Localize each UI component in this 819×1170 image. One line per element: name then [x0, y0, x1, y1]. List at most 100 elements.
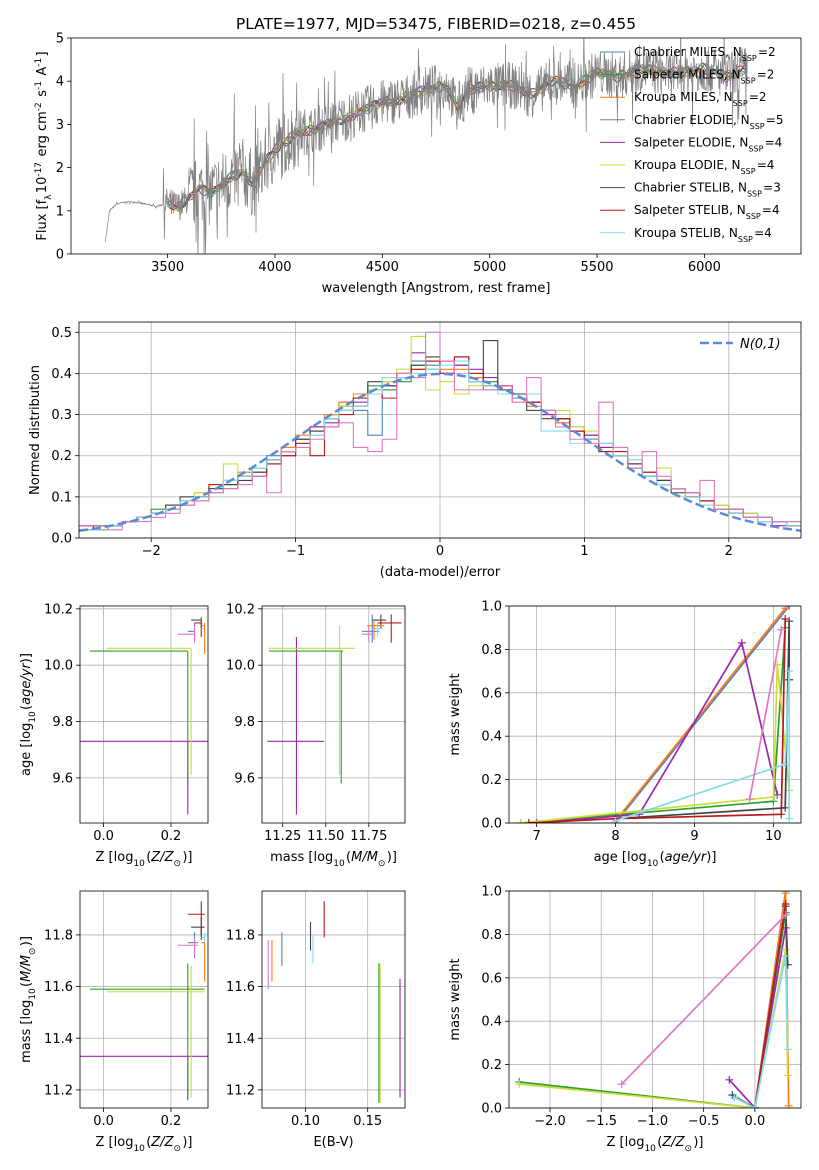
y-tick-label: 0.6	[481, 971, 502, 986]
weight-marker	[777, 625, 786, 634]
x-axis-label: age [log10 (age/yr)]	[594, 850, 717, 869]
gaussian-curve	[79, 372, 801, 533]
x-axis-label: mass [log10 (M/M⊙ )]	[270, 850, 397, 869]
weight-marker	[781, 606, 790, 613]
x-tick-label: 7	[532, 829, 540, 844]
x-axis-label: wavelength [Angstrom, rest frame]	[322, 281, 551, 296]
legend-label: N(0,1)	[740, 337, 781, 352]
x-tick-label: −1.5	[585, 1114, 617, 1129]
y-tick-label: 1	[56, 204, 64, 219]
y-tick-label: 11.6	[44, 980, 73, 995]
y-tick-label: 11.4	[44, 1032, 73, 1047]
panel-age_vs_mass: 11.25 11.50 11.75 9.6 9.8 10.0 10.2 mass [log10…	[226, 602, 406, 869]
y-axis-label: Normed distribution	[28, 365, 43, 495]
y-tick-label: 2	[56, 161, 64, 176]
x-tick-label: 1	[580, 544, 588, 559]
y-axis-label: Flux [fλ 10-17 erg cm-2 s-1 A-1 ]	[34, 51, 54, 240]
legend-label: Chabrier ELODIE, NSSP =5	[634, 113, 784, 131]
plot-area	[516, 606, 794, 823]
x-axis-label: Z [log10 (Z/Z⊙ )]	[96, 850, 193, 869]
observed-spectrum	[105, 38, 748, 254]
panel-weight_vs_age: 7 8 9 10 0.0 0.2 0.4 0.6 0.8 1.0 age [log10 (age/y…	[448, 600, 802, 869]
y-tick-label: 0.0	[481, 1102, 502, 1117]
plot-area	[80, 901, 208, 1101]
y-tick-label: 9.8	[52, 715, 73, 730]
error-bar-point	[367, 620, 385, 640]
y-axis-label: mass weight	[448, 958, 463, 1040]
weight-marker	[781, 891, 790, 898]
y-tick-label: 0.5	[51, 326, 72, 341]
error-bar-point	[201, 622, 206, 654]
weight-line	[614, 607, 786, 822]
error-bar-point	[187, 622, 196, 640]
y-tick-label: 11.2	[226, 1083, 255, 1098]
weight-marker	[781, 900, 790, 909]
weight-marker	[730, 1093, 739, 1102]
axes-frame	[79, 605, 209, 824]
y-tick-label: 11.4	[226, 1032, 255, 1047]
x-tick-label: 11.25	[264, 829, 301, 844]
weight-marker	[785, 667, 794, 676]
panel-residuals: −2 −1 0 1 2 0.0 0.1 0.2 0.3 0.4 0.5 (data-model)/er…	[28, 321, 802, 580]
weight-marker	[785, 617, 794, 626]
x-tick-label: 2	[725, 544, 733, 559]
panel-mass_vs_Z: 0.0 0.2 11.2 11.4 11.6 11.8 Z [log10 (Z/Z⊙ )] m…	[19, 890, 209, 1154]
weight-marker	[783, 1071, 792, 1080]
x-tick-label: −0.5	[688, 1114, 720, 1129]
error-bar-point	[361, 625, 374, 643]
weight-marker	[524, 819, 533, 823]
x-tick-label: −1.0	[637, 1114, 669, 1129]
weight-marker	[737, 638, 746, 647]
x-tick-label: 0	[436, 544, 444, 559]
y-tick-label: 10.0	[226, 659, 255, 674]
x-tick-label: 0.10	[291, 1114, 320, 1129]
y-tick-label: 0.3	[51, 408, 72, 423]
y-tick-label: 0.2	[51, 449, 72, 464]
gridlines	[80, 891, 208, 1108]
x-tick-label: 0.0	[93, 1114, 114, 1129]
error-bar-point	[187, 901, 205, 935]
axes-frame	[79, 890, 209, 1109]
y-tick-label: 5	[56, 32, 64, 47]
x-tick-label: 5000	[473, 260, 506, 275]
weight-marker	[781, 952, 790, 961]
weight-marker	[532, 819, 541, 823]
axes-frame	[78, 321, 802, 539]
plot-area	[515, 891, 793, 1108]
x-axis-label: Z [log10 (Z/Z⊙ )]	[607, 1135, 704, 1154]
y-tick-label: 0.2	[481, 1058, 502, 1073]
weight-marker	[777, 810, 786, 819]
panel-spectrum: 3500 4000 4500 5000 5500 6000 0 1 2 3 4 5 wavelength…	[34, 15, 802, 296]
weight-marker	[781, 615, 790, 624]
x-axis-label: Z [log10 (Z/Z⊙ )]	[96, 1135, 193, 1154]
gridlines	[262, 891, 405, 1108]
y-tick-label: 9.8	[234, 715, 255, 730]
weight-marker	[784, 1101, 793, 1108]
y-axis-label: age [log10 (age/yr)]	[19, 653, 38, 776]
weight-line	[754, 903, 787, 1108]
error-bar-point	[90, 963, 205, 1098]
x-tick-label: 6000	[688, 260, 721, 275]
x-tick-label: −1	[286, 544, 305, 559]
legend-label: Salpeter STELIB, NSSP =4	[634, 203, 780, 221]
axes-frame	[508, 890, 802, 1109]
legend-label: Salpeter MILES, NSSP =2	[634, 68, 774, 86]
weight-line	[614, 606, 790, 823]
axes-frame	[261, 605, 406, 824]
axes-frame	[508, 605, 802, 824]
weight-line	[621, 914, 787, 1085]
weight-marker	[769, 792, 778, 801]
panel-weight_vs_Z: −2.0 −1.5 −1.0 −0.5 0.0 0.0 0.2 0.4 0.6 0.8 1.0 Z […	[448, 885, 802, 1154]
y-tick-label: 0.8	[481, 643, 502, 658]
y-tick-label: 0	[56, 248, 64, 263]
panel-age_vs_Z: 0.0 0.2 9.6 9.8 10.0 10.2 Z [log10 (Z/Z⊙ )] age…	[19, 602, 209, 869]
plot-area	[79, 331, 801, 533]
error-bar-point	[191, 916, 205, 941]
weight-line	[536, 640, 779, 823]
weight-marker	[750, 1104, 759, 1108]
gridlines	[262, 606, 405, 823]
x-tick-label: 0.2	[161, 829, 182, 844]
error-bar-point	[106, 965, 205, 1098]
y-tick-label: 0.4	[481, 730, 502, 745]
weight-marker	[745, 795, 754, 804]
